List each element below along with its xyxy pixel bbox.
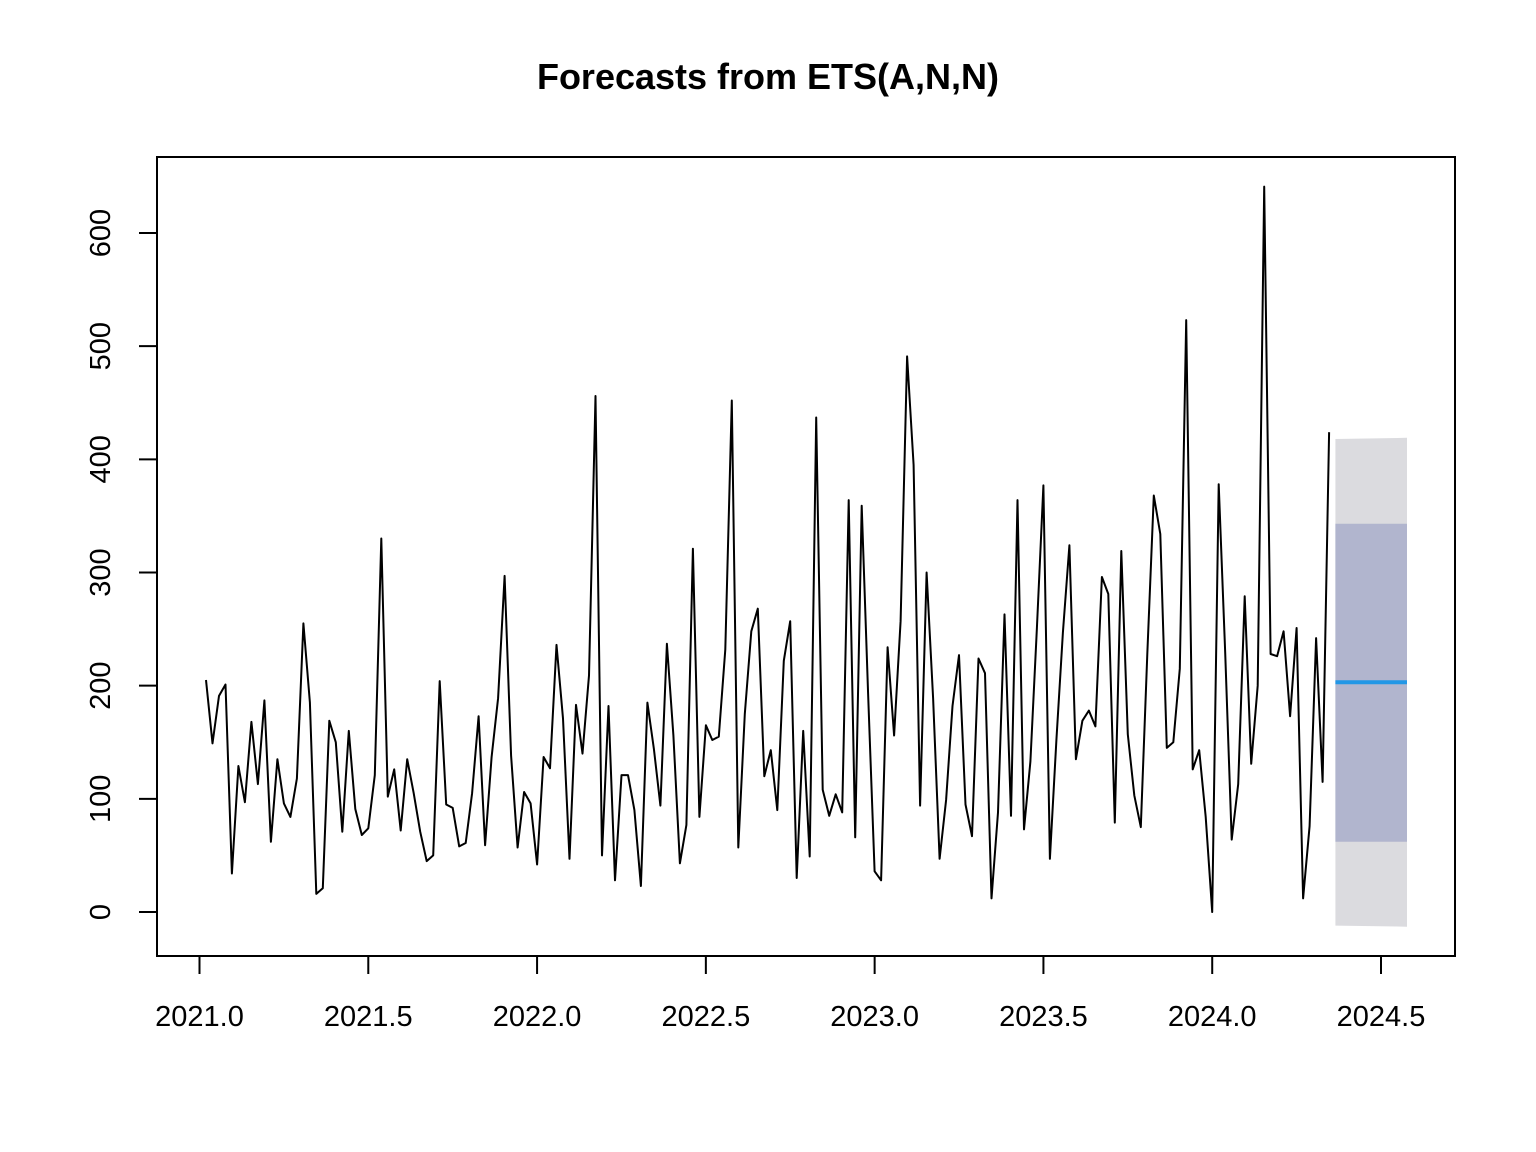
x-tick-label: 2023.5	[999, 1001, 1088, 1033]
y-tick-label: 600	[85, 209, 117, 257]
y-tick-label: 300	[85, 548, 117, 596]
x-tick-label: 2023.0	[830, 1001, 919, 1033]
y-tick-label: 100	[85, 775, 117, 823]
x-tick-label: 2024.0	[1168, 1001, 1257, 1033]
chart-title: Forecasts from ETS(A,N,N)	[536, 56, 1000, 97]
x-axis: 2021.0 2021.5 2022.0 2022.5 2023.0 2023.5 2024…	[155, 955, 1426, 1033]
y-tick-label: 400	[85, 435, 117, 483]
series-group	[205, 185, 1407, 913]
x-tick-label: 2024.5	[1337, 1001, 1426, 1033]
y-axis: 0 100 200 300 400 500 600	[85, 209, 158, 920]
x-tick-label: 2021.0	[155, 1001, 244, 1033]
observed-series-line	[205, 185, 1331, 913]
x-tick-label: 2021.5	[324, 1001, 413, 1033]
x-tick-label: 2022.5	[662, 1001, 751, 1033]
x-tick-label: 2022.0	[493, 1001, 582, 1033]
y-tick-label: 0	[85, 904, 117, 920]
y-tick-label: 500	[85, 322, 117, 370]
y-tick-label: 200	[85, 661, 117, 709]
